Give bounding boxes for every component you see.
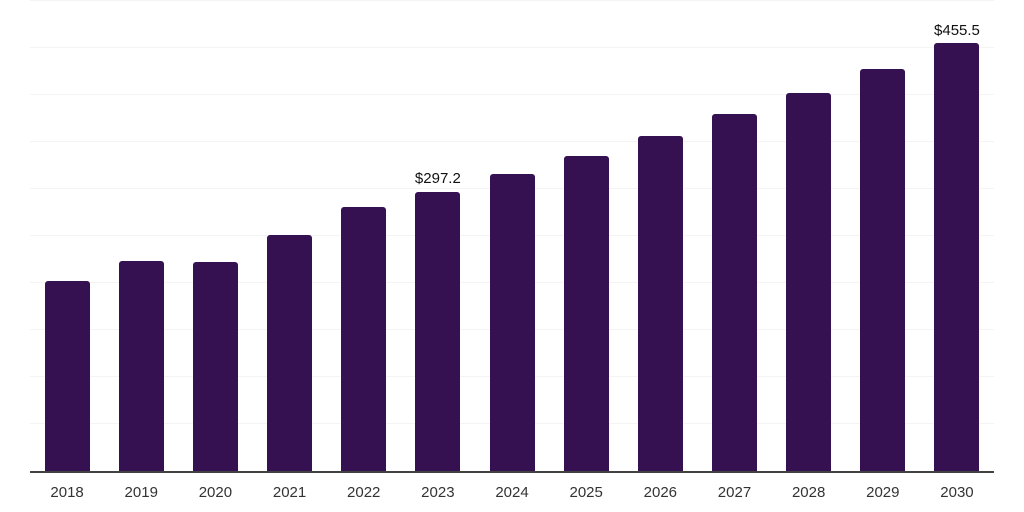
bar-slot bbox=[252, 1, 326, 471]
bar-2022 bbox=[341, 206, 387, 471]
x-tick-label: 2022 bbox=[347, 484, 381, 501]
chart-container: $297.2 $455.5 2018 2019 2020 2021 2022 2023 202… bbox=[30, 0, 994, 501]
x-tick-label: 2025 bbox=[569, 484, 603, 501]
bar-2018 bbox=[44, 281, 90, 471]
bar-slot bbox=[104, 1, 178, 471]
bar-2020 bbox=[192, 262, 238, 471]
x-tick-label: 2030 bbox=[940, 484, 974, 501]
bar-slot bbox=[178, 1, 252, 471]
bar-2025 bbox=[563, 155, 609, 471]
bar-slot bbox=[846, 1, 920, 471]
bar-2030: $455.5 bbox=[934, 22, 980, 471]
bar-2028 bbox=[786, 92, 832, 471]
bar-2021 bbox=[267, 234, 313, 471]
bar-2019 bbox=[118, 261, 164, 471]
x-tick-label: 2024 bbox=[495, 484, 529, 501]
bar-slot bbox=[30, 1, 104, 471]
bar-slot bbox=[697, 1, 771, 471]
x-tick-label: 2029 bbox=[866, 484, 900, 501]
x-tick-label: 2020 bbox=[198, 484, 233, 501]
x-tick-label: 2028 bbox=[791, 484, 826, 501]
x-tick-label: 2027 bbox=[717, 484, 752, 501]
gridline bbox=[30, 0, 994, 1]
bar-slot bbox=[623, 1, 697, 471]
gridline bbox=[30, 94, 994, 95]
bar-2029 bbox=[860, 68, 906, 471]
bar-slot bbox=[327, 1, 401, 471]
bar-value-label: $455.5 bbox=[934, 21, 980, 39]
x-tick-label: 2021 bbox=[272, 484, 307, 501]
bar-slot bbox=[549, 1, 623, 471]
bar-slot: $455.5 bbox=[920, 1, 994, 471]
x-axis: 2018 2019 2020 2021 2022 2023 2024 2025 2026 2027… bbox=[30, 484, 994, 501]
x-tick-label: 2023 bbox=[421, 484, 455, 501]
plot-area: $297.2 $455.5 bbox=[30, 0, 994, 473]
gridline bbox=[30, 141, 994, 142]
x-tick-label: 2018 bbox=[50, 484, 84, 501]
x-tick-label: 2019 bbox=[124, 484, 158, 501]
bar-slot bbox=[772, 1, 846, 471]
x-tick-label: 2026 bbox=[643, 484, 678, 501]
bar-slot: $297.2 bbox=[401, 1, 475, 471]
bar-2026 bbox=[637, 135, 683, 471]
bar-2027 bbox=[711, 114, 757, 471]
bar-2023: $297.2 bbox=[415, 170, 461, 471]
bar-2024 bbox=[489, 174, 535, 471]
gridline bbox=[30, 47, 994, 48]
bar-slot bbox=[475, 1, 549, 471]
bar-value-label: $297.2 bbox=[414, 170, 461, 188]
